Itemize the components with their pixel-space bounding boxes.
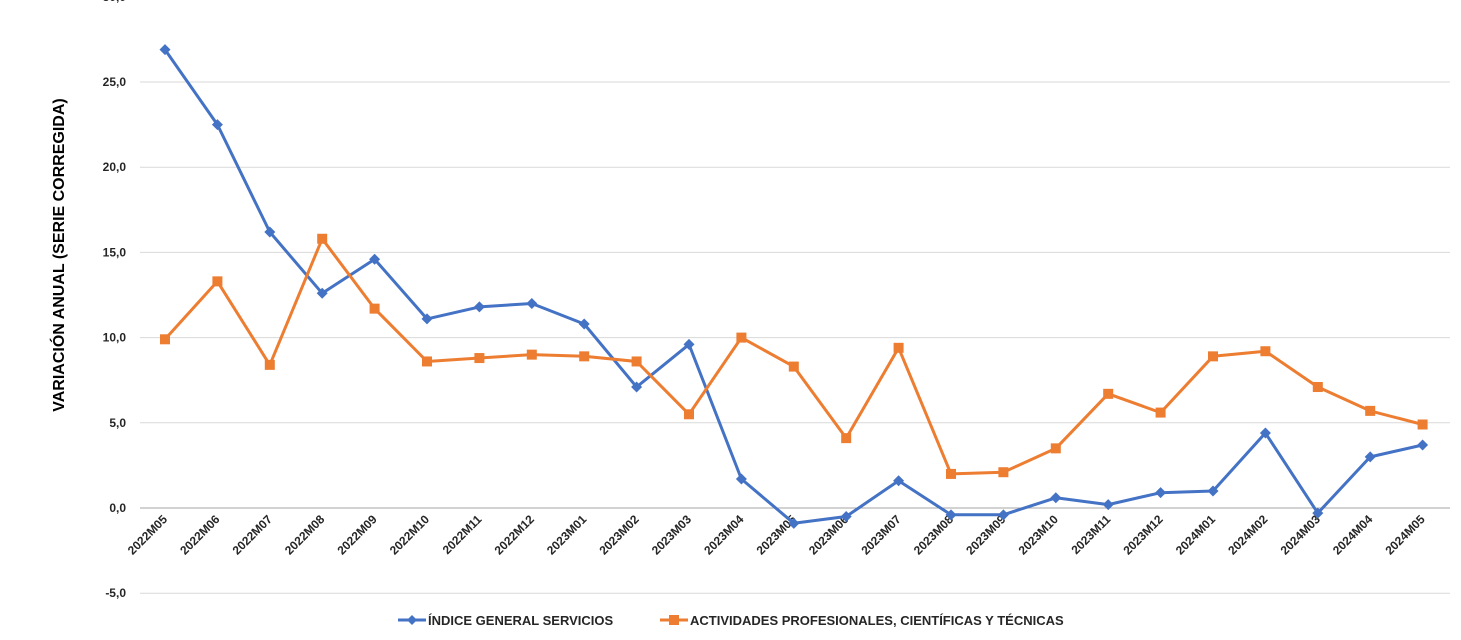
data-point	[1364, 451, 1376, 463]
gridlines	[140, 81, 1450, 594]
data-point	[735, 473, 747, 485]
series-2	[160, 233, 1428, 479]
x-tick-label: 2022M11	[440, 512, 485, 557]
y-tick-label: 20,0	[103, 160, 127, 174]
x-tick-label: 2023M02	[596, 512, 642, 558]
x-tick-label: 2024M04	[1330, 512, 1376, 558]
legend-label: ACTIVIDADES PROFESIONALES, CIENTÍFICAS Y…	[690, 613, 1064, 628]
data-point	[316, 287, 328, 299]
series-1	[159, 44, 1429, 529]
series-line	[163, 48, 1423, 525]
x-tick-label: 2024M05	[1382, 512, 1428, 558]
x-tick-label: 2022M10	[387, 512, 433, 558]
data-point	[1312, 382, 1323, 393]
data-point	[1207, 485, 1219, 497]
x-tick-label: 2023M03	[649, 512, 695, 558]
data-point	[997, 509, 1009, 521]
data-point	[684, 409, 694, 420]
x-tick-label: 2023M10	[1016, 512, 1062, 558]
data-point	[1259, 427, 1271, 439]
y-axis-ticks: -5,0 0,0 5,0 10,0 15,0 20,0 25,0 30,0	[103, 0, 127, 600]
data-point	[1050, 443, 1061, 454]
x-tick-label: 2022M06	[177, 512, 223, 558]
data-point	[1050, 492, 1062, 504]
data-point	[1155, 407, 1166, 418]
y-tick-label: 15,0	[103, 245, 127, 259]
y-tick-label: 25,0	[103, 75, 127, 89]
legend: ÍNDICE GENERAL SERVICIOS ACTIVIDADES PROF…	[398, 613, 1064, 628]
data-point	[578, 318, 590, 330]
data-point	[160, 334, 170, 345]
y-tick-label: 10,0	[103, 331, 127, 345]
data-point	[736, 332, 747, 343]
x-axis-ticks: 2022M05 2022M06 2022M07 2022M08 2022M09 2022M…	[125, 512, 1428, 558]
data-point	[841, 433, 852, 444]
data-point	[1312, 507, 1324, 519]
data-point	[945, 509, 957, 521]
x-tick-label: 2024M02	[1225, 512, 1271, 558]
x-tick-label: 2023M05	[754, 512, 800, 558]
data-point	[159, 44, 171, 56]
data-point	[526, 298, 538, 310]
data-point	[631, 381, 643, 393]
data-point	[422, 356, 432, 367]
data-point	[526, 349, 537, 360]
data-point	[683, 338, 695, 350]
y-tick-label: -5,0	[105, 586, 126, 600]
x-tick-label: 2023M07	[858, 512, 904, 558]
x-tick-label: 2023M01	[544, 512, 590, 558]
x-tick-label: 2023M04	[701, 512, 747, 558]
data-point	[421, 313, 433, 325]
data-point	[788, 517, 800, 529]
data-point	[788, 361, 799, 372]
legend-item-1: ÍNDICE GENERAL SERVICIOS	[398, 613, 613, 628]
data-point	[1103, 388, 1114, 399]
x-tick-label: 2022M05	[125, 512, 171, 558]
data-point	[840, 511, 852, 523]
y-tick-label: 0,0	[109, 501, 126, 515]
data-point	[1208, 351, 1218, 362]
data-point	[264, 359, 275, 370]
x-tick-label: 2024M01	[1173, 512, 1219, 558]
data-point	[998, 467, 1009, 478]
data-point	[369, 253, 381, 265]
legend-item-2: ACTIVIDADES PROFESIONALES, CIENTÍFICAS Y…	[660, 613, 1064, 628]
series	[159, 44, 1429, 529]
x-tick-label: 2023M12	[1120, 512, 1166, 558]
data-point	[264, 226, 276, 238]
data-point	[212, 276, 223, 287]
x-tick-label: 2022M12	[492, 512, 538, 558]
x-tick-label: 2022M07	[230, 512, 276, 558]
data-point	[1102, 499, 1114, 511]
legend-marker	[669, 615, 679, 625]
data-point	[474, 353, 485, 364]
x-tick-label: 2022M09	[334, 512, 380, 558]
x-tick-label: 2022M08	[282, 512, 328, 558]
data-point	[1417, 419, 1428, 430]
data-point	[317, 233, 328, 244]
data-point	[946, 468, 956, 479]
legend-marker	[407, 615, 417, 625]
data-point	[893, 342, 904, 353]
data-point	[369, 303, 380, 314]
legend-label: ÍNDICE GENERAL SERVICIOS	[428, 613, 613, 628]
data-point	[1365, 405, 1376, 416]
y-axis-label: VARIACIÓN ANUAL (SERIE CORREGIDA)	[49, 98, 68, 412]
x-tick-label: 2023M11	[1068, 512, 1113, 557]
data-point	[631, 356, 642, 367]
data-point	[893, 475, 905, 487]
data-point	[211, 119, 223, 131]
data-point	[1155, 487, 1167, 499]
data-point	[473, 301, 485, 313]
data-point	[1260, 346, 1271, 357]
x-tick-label: 2024M03	[1278, 512, 1324, 558]
data-point	[1417, 439, 1429, 451]
y-tick-label: 30,0	[103, 0, 127, 4]
y-tick-label: 5,0	[109, 416, 126, 430]
data-point	[579, 351, 590, 362]
